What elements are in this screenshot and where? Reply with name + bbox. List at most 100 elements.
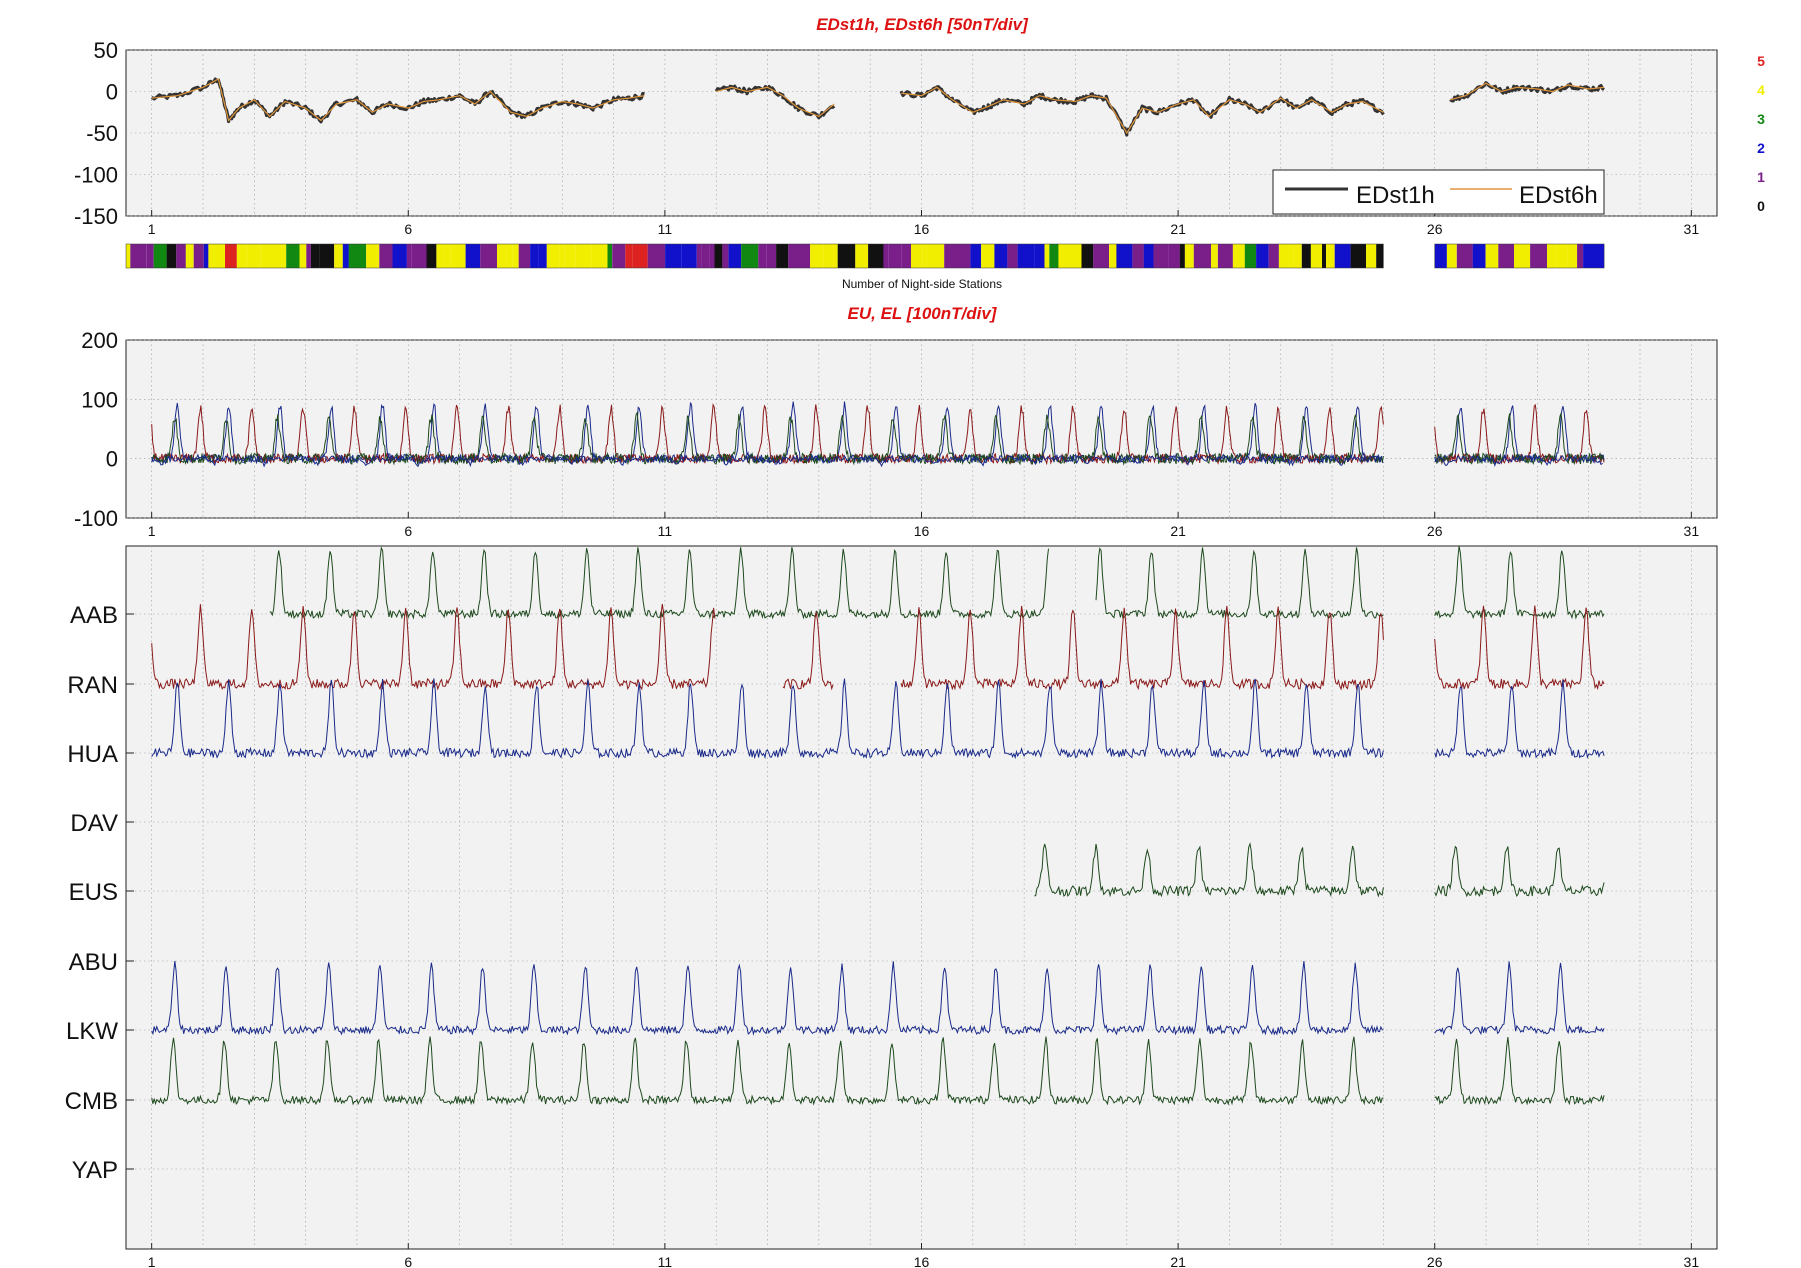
count-segment: [591, 244, 608, 268]
station-trace: [1434, 1037, 1605, 1106]
count-segment: [203, 244, 209, 268]
station-labels: AAB RAN HUA DAV EUS ABU LKW CMB YAP: [65, 602, 134, 1184]
count-segment: [1577, 244, 1584, 268]
count-segment: [480, 244, 498, 268]
count-segment: [176, 244, 186, 268]
count-segment: [957, 244, 971, 268]
count-segment: [1456, 244, 1473, 268]
station-label: ABU: [69, 949, 118, 976]
count-segment: [970, 244, 982, 268]
station-trace: [151, 960, 1384, 1036]
count-segment: [465, 244, 481, 268]
count-segment: [450, 244, 466, 268]
x-tick-label: 11: [658, 523, 673, 539]
count-segment: [1514, 244, 1531, 268]
count-segment: [709, 244, 715, 268]
count-segment: [883, 244, 889, 268]
x-tick-label: 16: [914, 1254, 930, 1268]
station-traces: [151, 546, 1605, 1106]
count-segment: [1049, 244, 1059, 268]
count-segment: [607, 244, 613, 268]
count-segment: [1184, 244, 1194, 268]
count-bar-label: Number of Night-side Stations: [842, 277, 1002, 291]
count-segment: [348, 244, 367, 268]
count-segment: [366, 244, 380, 268]
count-segment: [722, 244, 729, 268]
station-label: LKW: [66, 1018, 118, 1045]
count-segment: [1017, 244, 1035, 268]
count-segment: [1498, 244, 1514, 268]
station-trace: [151, 678, 1384, 760]
x-tick-label: 16: [914, 221, 930, 237]
count-segment: [837, 244, 856, 268]
x-tick-label: 6: [404, 523, 412, 539]
edst-legend: EDst1h EDst6h: [1272, 169, 1605, 215]
legend-edst6h-label: EDst6h: [1519, 182, 1598, 209]
eu-el-series: [151, 401, 1605, 468]
count-segment: [153, 244, 167, 268]
count-segment: [810, 244, 823, 268]
night-station-count-bar: [125, 243, 1605, 269]
count-segment: [225, 244, 237, 268]
y-tick-label: -50: [86, 121, 118, 146]
count-segment: [1153, 244, 1169, 268]
count-segment: [1326, 244, 1335, 268]
count-segment: [1116, 244, 1133, 268]
count-segment: [236, 244, 247, 268]
count-segment: [803, 244, 811, 268]
station-label: AAB: [70, 602, 118, 629]
x-tick-label: 11: [658, 1254, 673, 1268]
station-label: RAN: [67, 672, 118, 699]
station-trace: [1434, 845, 1605, 898]
count-segment: [922, 244, 927, 268]
count-segment: [1485, 244, 1494, 268]
y-tick-label: -100: [74, 506, 118, 531]
count-segment: [1293, 244, 1302, 268]
count-segment: [868, 244, 884, 268]
count-segment: [994, 244, 1008, 268]
count-scale-legend: 5 4 3 2 1 0: [1757, 53, 1765, 214]
count-segment: [497, 244, 507, 268]
count-segment: [1268, 244, 1279, 268]
count-bar-frame: [125, 243, 1384, 269]
count-segment: [299, 244, 307, 268]
x-tick-label: 26: [1427, 1254, 1443, 1268]
station-trace: [1434, 679, 1605, 760]
count-segment: [146, 244, 154, 268]
count-segment: [1211, 244, 1218, 268]
count-segment: [612, 244, 626, 268]
count-segment: [1583, 244, 1601, 268]
count-segment: [392, 244, 407, 268]
edst-x-ticks: 1 6 11 16 21 26 31: [148, 210, 1699, 237]
station-label: YAP: [72, 1157, 118, 1184]
count-segment: [1007, 244, 1018, 268]
x-tick-label: 26: [1427, 221, 1443, 237]
edst-title: EDst1h, EDst6h [50nT/div]: [816, 15, 1029, 34]
count-segment: [319, 244, 335, 268]
count-segment: [1547, 244, 1557, 268]
count-segment: [342, 244, 349, 268]
station-label: HUA: [67, 741, 118, 768]
count-segment: [1143, 244, 1154, 268]
count-segment: [911, 244, 922, 268]
count-segment: [1093, 244, 1109, 268]
count-segment: [512, 244, 519, 268]
count-segment: [696, 244, 702, 268]
count-segment: [632, 244, 648, 268]
count-scale-label: 1: [1757, 169, 1765, 185]
count-segment: [426, 244, 437, 268]
edst-grid: [126, 49, 1717, 217]
x-tick-label: 6: [404, 221, 412, 237]
count-segment: [208, 244, 225, 268]
y-tick-label: 100: [81, 387, 118, 412]
count-segment: [130, 244, 147, 268]
count-segment: [1472, 244, 1486, 268]
count-segment: [714, 244, 723, 268]
eu-blue-trace: [151, 401, 1384, 465]
count-segment: [379, 244, 393, 268]
count-segment: [273, 244, 287, 268]
count-segment: [530, 244, 539, 268]
count-segment: [788, 244, 804, 268]
count-segment: [888, 244, 902, 268]
count-segment: [1278, 244, 1294, 268]
